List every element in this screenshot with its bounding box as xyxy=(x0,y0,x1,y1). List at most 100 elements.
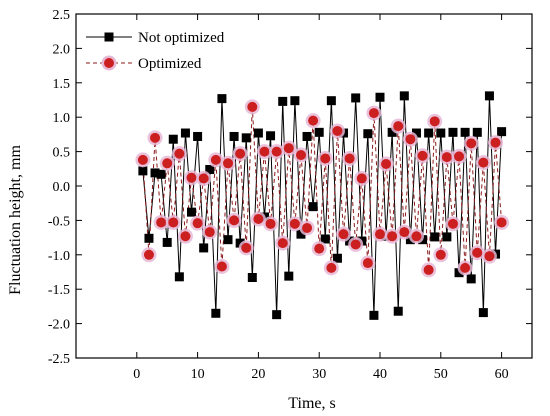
optimized-point xyxy=(156,217,167,228)
not-optimized-point xyxy=(144,233,154,243)
optimized-point xyxy=(484,251,495,262)
not-optimized-point xyxy=(266,131,276,141)
not-optimized-point xyxy=(168,134,178,144)
optimized-point xyxy=(429,116,440,127)
optimized-point xyxy=(344,153,355,164)
x-axis-title: Time, s xyxy=(288,395,335,412)
optimized-point xyxy=(350,239,361,250)
optimized-point xyxy=(143,249,154,260)
optimized-point xyxy=(180,231,191,242)
optimized-point xyxy=(265,218,276,229)
not-optimized-point xyxy=(430,232,440,242)
optimized-point xyxy=(229,215,240,226)
not-optimized-point xyxy=(211,308,221,318)
not-optimized-point xyxy=(290,96,300,106)
optimized-point xyxy=(490,137,501,148)
optimized-point xyxy=(332,125,343,136)
not-optimized-point xyxy=(217,94,227,104)
x-tick-label: 30 xyxy=(312,367,326,382)
not-optimized-point xyxy=(314,127,324,137)
optimized-point xyxy=(460,262,471,273)
legend-not-optimized-marker xyxy=(104,32,114,42)
optimized-point xyxy=(356,173,367,184)
optimized-point xyxy=(466,138,477,149)
y-tick-label: 1.0 xyxy=(53,111,71,126)
series-optimized-line xyxy=(142,106,503,270)
x-tick-label: 0 xyxy=(133,367,140,382)
not-optimized-point xyxy=(162,237,172,247)
y-tick-label: -1.0 xyxy=(48,249,70,264)
optimized-point xyxy=(283,143,294,154)
optimized-point xyxy=(235,148,246,159)
not-optimized-point xyxy=(351,93,361,103)
not-optimized-point xyxy=(308,202,318,212)
optimized-point xyxy=(150,132,161,143)
y-tick-label: 1.5 xyxy=(53,77,71,92)
optimized-point xyxy=(210,154,221,165)
not-optimized-point xyxy=(332,253,342,263)
optimized-point xyxy=(375,229,385,240)
not-optimized-point xyxy=(205,164,215,174)
not-optimized-point xyxy=(187,207,197,217)
optimized-point xyxy=(259,146,270,157)
not-optimized-point xyxy=(253,128,263,138)
not-optimized-point xyxy=(436,128,446,138)
x-tick-label: 50 xyxy=(434,367,448,382)
optimized-point xyxy=(435,249,446,260)
optimized-point xyxy=(253,214,264,225)
not-optimized-point xyxy=(229,131,239,141)
not-optimized-point xyxy=(320,234,330,244)
optimized-point xyxy=(314,243,325,254)
optimized-point xyxy=(137,154,148,165)
y-tick-label: -0.5 xyxy=(48,214,70,229)
legend: Not optimized Optimized xyxy=(86,30,225,72)
y-tick-label: 2.5 xyxy=(53,8,71,23)
y-axis-title: Fluctuation height, mm xyxy=(7,145,24,295)
optimized-point xyxy=(320,153,331,164)
optimized-point xyxy=(223,158,233,169)
optimized-point xyxy=(295,150,306,161)
not-optimized-point xyxy=(448,127,458,137)
optimized-point xyxy=(192,218,203,229)
optimized-point xyxy=(411,231,422,242)
not-optimized-point xyxy=(424,128,434,138)
y-tick-label: -2.5 xyxy=(48,352,70,367)
x-tick-label: 10 xyxy=(191,367,205,382)
not-optimized-point xyxy=(466,274,476,284)
series-layer xyxy=(135,91,510,320)
optimized-point xyxy=(302,222,313,233)
not-optimized-point xyxy=(326,96,336,106)
not-optimized-point xyxy=(174,272,184,282)
not-optimized-point xyxy=(284,271,294,281)
optimized-point xyxy=(162,158,173,169)
optimized-point xyxy=(368,108,379,119)
y-tick-label: -2.0 xyxy=(48,318,70,333)
optimized-point xyxy=(308,115,319,126)
legend-not-optimized-label: Not optimized xyxy=(138,30,225,46)
optimized-point xyxy=(454,151,465,162)
optimized-point xyxy=(362,258,373,269)
optimized-point xyxy=(277,238,288,249)
not-optimized-point xyxy=(278,96,288,106)
not-optimized-point xyxy=(442,232,452,242)
optimized-point xyxy=(381,158,392,169)
optimized-point xyxy=(186,172,197,183)
optimized-point xyxy=(338,229,349,240)
y-tick-label: 0.0 xyxy=(53,180,71,195)
not-optimized-point xyxy=(454,268,464,278)
x-tick-label: 20 xyxy=(251,367,265,382)
optimized-point xyxy=(271,146,282,157)
optimized-point xyxy=(241,242,252,253)
not-optimized-point xyxy=(375,92,385,102)
legend-optimized-label: Optimized xyxy=(138,56,202,72)
optimized-point xyxy=(204,227,215,238)
optimized-point xyxy=(478,157,489,168)
not-optimized-point xyxy=(399,91,409,101)
not-optimized-point xyxy=(156,169,166,179)
y-tick-label: 2.0 xyxy=(53,42,71,57)
optimized-point xyxy=(472,247,483,258)
optimized-point xyxy=(216,261,227,272)
not-optimized-point xyxy=(460,127,470,137)
